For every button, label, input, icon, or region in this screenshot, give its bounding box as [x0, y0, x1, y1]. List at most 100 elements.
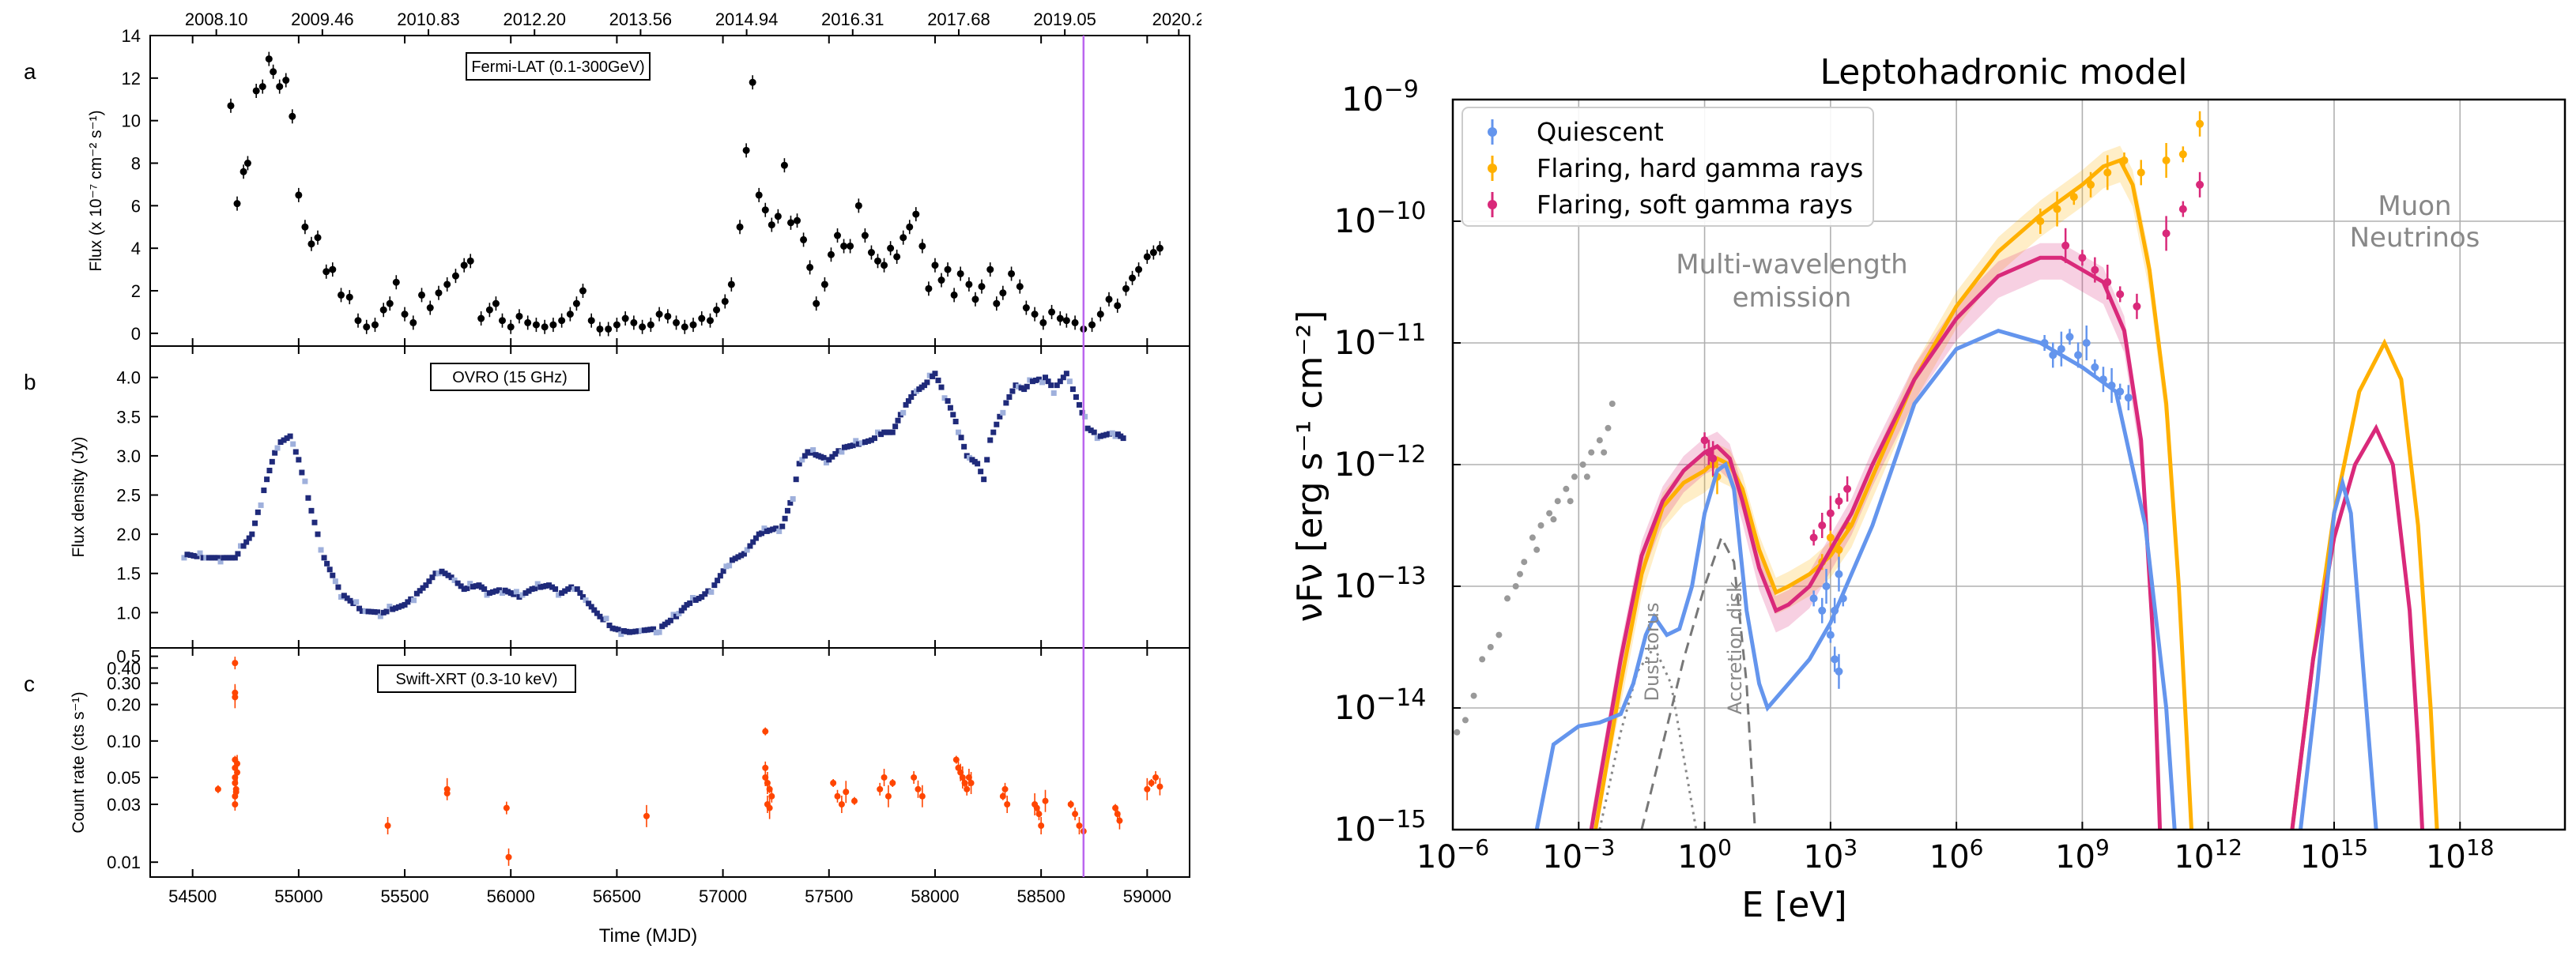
- ovro-point: [829, 454, 835, 460]
- quiescent-data-point: [2107, 381, 2116, 390]
- xrt-point: [443, 790, 451, 797]
- ovro-point: [609, 625, 616, 631]
- archival-data-point: [1470, 692, 1477, 699]
- top-axis-tick-label: 2009.46: [291, 9, 354, 29]
- xrt-point: [830, 779, 837, 786]
- fermi-point: [755, 191, 763, 199]
- fermi-point: [558, 317, 566, 325]
- fermi-point: [541, 323, 549, 331]
- ovro-point: [810, 446, 817, 453]
- ovro-point: [200, 555, 206, 561]
- accretion-disk-curve: [1640, 534, 1756, 830]
- ovro-point: [847, 443, 854, 450]
- ovro-point: [715, 578, 721, 584]
- ovro-point: [264, 476, 270, 483]
- sed-legend-marker-dot: [1488, 164, 1497, 173]
- archival-data-point: [1567, 498, 1574, 505]
- ovro-point: [529, 586, 535, 593]
- ovro-point: [900, 409, 907, 416]
- ovro-point: [246, 535, 252, 541]
- ovro-point: [1003, 400, 1009, 406]
- fermi-point: [307, 240, 315, 248]
- y-tick-label: 3.5: [116, 407, 141, 427]
- fermi-point: [1022, 304, 1030, 312]
- y-tick-label: 12: [122, 69, 141, 88]
- ovro-point: [255, 509, 261, 515]
- archival-data-point: [1554, 498, 1561, 505]
- sed-uncertainty-band: [1595, 145, 2192, 830]
- quiescent-data-point: [1839, 594, 1847, 603]
- ovro-point: [332, 578, 338, 585]
- fermi-point: [613, 321, 620, 329]
- fermi-point: [749, 78, 756, 86]
- ovro-point: [365, 608, 372, 615]
- ovro-point: [308, 507, 315, 514]
- fermi-point: [451, 272, 459, 280]
- fermi-point: [689, 321, 697, 329]
- ovro-point: [429, 574, 436, 581]
- fermi-point: [867, 249, 875, 257]
- sed-y-tick-label: 10−15: [1334, 806, 1427, 849]
- ovro-point: [868, 437, 874, 443]
- ovro-point: [1057, 378, 1063, 385]
- fermi-point: [507, 323, 515, 331]
- ovro-point: [741, 551, 747, 557]
- ovro-point: [613, 626, 619, 632]
- ovro-point: [235, 551, 241, 557]
- fermi-point: [861, 232, 869, 239]
- ovro-point: [889, 429, 896, 435]
- xrt-point: [967, 779, 975, 786]
- xrt-point: [915, 785, 922, 792]
- ovro-point: [398, 603, 405, 609]
- ovro-point: [347, 597, 353, 604]
- sed-uncertainty-band: [1591, 243, 2160, 830]
- ovro-point: [687, 600, 693, 606]
- xrt-point: [843, 789, 850, 796]
- fermi-point: [993, 299, 1001, 307]
- ovro-point: [499, 590, 505, 597]
- ovro-point: [266, 468, 273, 474]
- fermi-point: [270, 68, 277, 76]
- ovro-point: [321, 555, 327, 561]
- x-tick-label: 55000: [274, 887, 322, 906]
- flaring-soft-gamma-rays-data-point: [2196, 180, 2204, 189]
- fermi-point: [800, 235, 808, 243]
- archival-data-point: [1537, 522, 1544, 529]
- ovro-point: [620, 628, 627, 634]
- ovro-point: [290, 441, 296, 447]
- quiescent-data-point: [1831, 655, 1839, 664]
- ovro-point: [711, 582, 718, 589]
- quiescent-neutrino-curve: [2299, 475, 2378, 830]
- fermi-point: [596, 325, 604, 333]
- y-tick-label: 4.0: [116, 368, 141, 388]
- panel-legend-label: Swift-XRT (0.3-10 keV): [396, 671, 558, 688]
- ovro-point: [720, 568, 726, 574]
- ovro-point: [858, 440, 865, 446]
- ovro-point: [770, 526, 776, 533]
- ovro-point: [1120, 435, 1126, 442]
- fermi-point: [426, 304, 434, 312]
- ovro-point: [747, 543, 753, 549]
- ovro-point: [1024, 383, 1030, 390]
- ovro-point: [629, 629, 636, 635]
- ovro-point: [439, 568, 445, 574]
- archival-data-point: [1546, 510, 1553, 517]
- fermi-point: [566, 311, 574, 318]
- ovro-point: [383, 608, 390, 615]
- x-tick-label: 55500: [380, 887, 428, 906]
- ovro-point: [212, 555, 218, 561]
- fermi-point: [239, 168, 247, 175]
- xrt-point: [764, 779, 771, 786]
- sed-legend: Quiescent Flaring, hard gamma rays Flaring…: [1461, 107, 1874, 227]
- xrt-point: [952, 756, 960, 763]
- top-axis-tick-label: 2013.56: [609, 9, 673, 29]
- fermi-point: [727, 280, 735, 288]
- ovro-point: [767, 527, 773, 533]
- xrt-point: [834, 792, 841, 800]
- ovro-point: [673, 613, 680, 619]
- ovro-point: [651, 626, 657, 632]
- ovro-point: [678, 608, 685, 614]
- ovro-point: [790, 495, 796, 502]
- sed-y-tick-label: 10−12: [1334, 441, 1427, 484]
- ovro-point: [759, 530, 765, 536]
